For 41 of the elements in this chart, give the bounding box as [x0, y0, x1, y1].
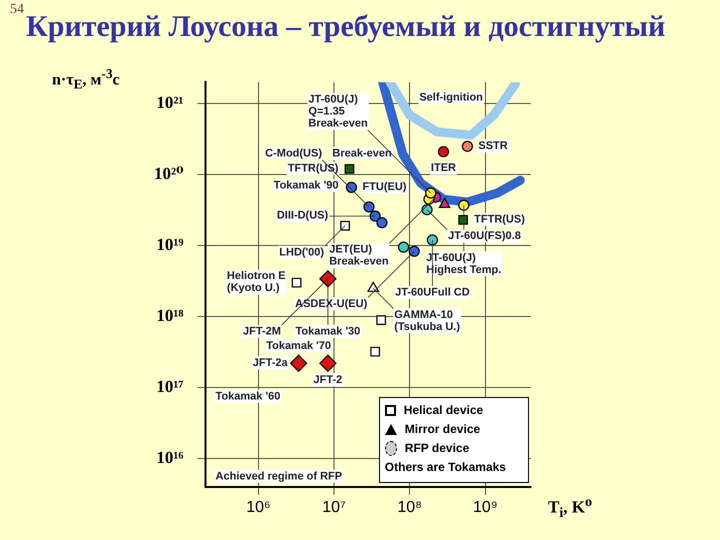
annotation: Others are Tokamaks — [384, 458, 507, 476]
annotation: ITER — [430, 162, 456, 174]
text: 54 — [10, 2, 24, 18]
annotation: Tokamak '70 — [266, 340, 331, 352]
y-tick-label: 10²⁰ — [154, 164, 184, 183]
chart-title: Критерий Лоусона – требуемый и достигнутый — [26, 10, 666, 44]
y-tick-label: 10¹⁸ — [156, 306, 184, 325]
annotation: Break-even — [332, 148, 392, 160]
annotation: GAMMA-10 (Tsukuba U.) — [394, 308, 460, 333]
annotation: TFTR(US) — [474, 213, 526, 226]
annotation: Tokamak '90 — [274, 179, 338, 192]
annotation: C-Mod(US) — [265, 147, 322, 160]
x-tick-label: 10⁹ — [472, 498, 498, 516]
annotation: JET(EU) Break-even — [329, 244, 389, 268]
annotation: DIII-D(US) — [276, 210, 329, 222]
x-tick-label: 10⁷ — [322, 498, 346, 516]
annotation: RFP device — [404, 440, 470, 457]
annotation: JT-60UFull CD — [395, 286, 470, 298]
legend-label: Mirror device — [404, 420, 482, 438]
annotation: SSTR — [478, 140, 508, 152]
x-axis-title: T$_{i}$, K$^{o}$ — [548, 494, 592, 522]
annotation: Tokamak '30 — [296, 325, 360, 338]
annotation: Self-ignition — [419, 92, 484, 104]
y-tick-label: 10¹⁹ — [156, 234, 184, 254]
legend-label: Helical device — [402, 402, 484, 419]
annotation: JT-60U(FS)0.8 — [448, 230, 521, 242]
annotation: FTU(EU) — [362, 180, 407, 193]
annotation: Heliotron E (Kyoto U.) — [226, 270, 286, 294]
x-tick-label: 10⁸ — [397, 498, 422, 516]
annotation: JFT-2M — [243, 325, 281, 338]
y-axis-title: n·τ$_{E}$, м$^{-3}$с — [52, 66, 120, 93]
annotation: JT-60U(J) Q=1.35 Break-even — [308, 94, 368, 130]
y-tick-label: 10¹⁷ — [156, 376, 184, 396]
annotation: LHD('00) — [279, 246, 324, 258]
annotation: Tokamak '60 — [216, 390, 280, 402]
x-tick-label: 10⁶ — [246, 498, 271, 516]
annotation: JFT-2 — [314, 374, 342, 386]
y-tick-label: 10²¹ — [156, 92, 184, 112]
y-tick-label: 10¹⁶ — [156, 448, 184, 467]
annotation: JFT-2a — [252, 356, 288, 369]
annotation: Achieved regime of RFP — [216, 470, 342, 482]
